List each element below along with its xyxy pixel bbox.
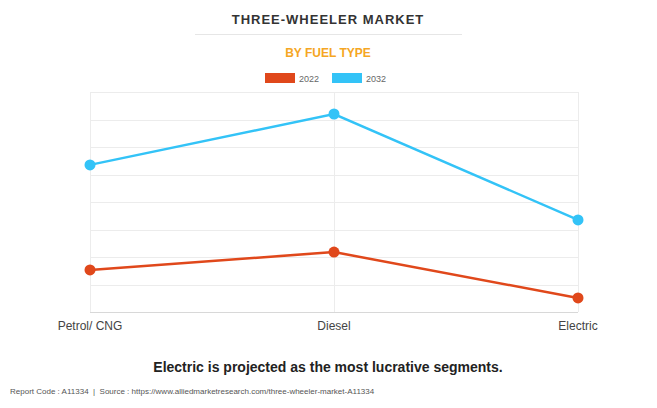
legend-label: 2022 [299, 74, 319, 84]
x-tick-label: Diesel [317, 319, 350, 333]
grid-line [90, 312, 578, 313]
point [573, 214, 584, 225]
chart: THREE-WHEELER MARKET BY FUEL TYPE 2022 2032… [0, 0, 657, 408]
title-rule [195, 34, 462, 35]
series-line [90, 114, 578, 220]
title: THREE-WHEELER MARKET [232, 12, 425, 27]
point [85, 159, 96, 170]
footer: Report Code : A11334 | Source : https://… [10, 387, 375, 396]
subtitle: BY FUEL TYPE [285, 46, 371, 60]
x-axis-line [90, 312, 578, 313]
legend-swatch [332, 73, 362, 83]
annotation: Electric is projected as the most lucrat… [153, 359, 502, 375]
point [573, 292, 584, 303]
series-line [90, 252, 578, 298]
point [85, 264, 96, 275]
point [329, 109, 340, 120]
vgrid-line [90, 92, 91, 312]
point [329, 247, 340, 258]
legend-item: 2022 [265, 73, 319, 84]
vgrid-line [334, 92, 335, 312]
legend-item: 2032 [332, 73, 386, 84]
x-tick-label: Electric [558, 319, 597, 333]
x-tick-label: Petrol/ CNG [58, 319, 123, 333]
legend-label: 2032 [366, 74, 386, 84]
legend-swatch [265, 73, 295, 83]
plot-area [85, 109, 584, 304]
vgrid-line [578, 92, 579, 312]
